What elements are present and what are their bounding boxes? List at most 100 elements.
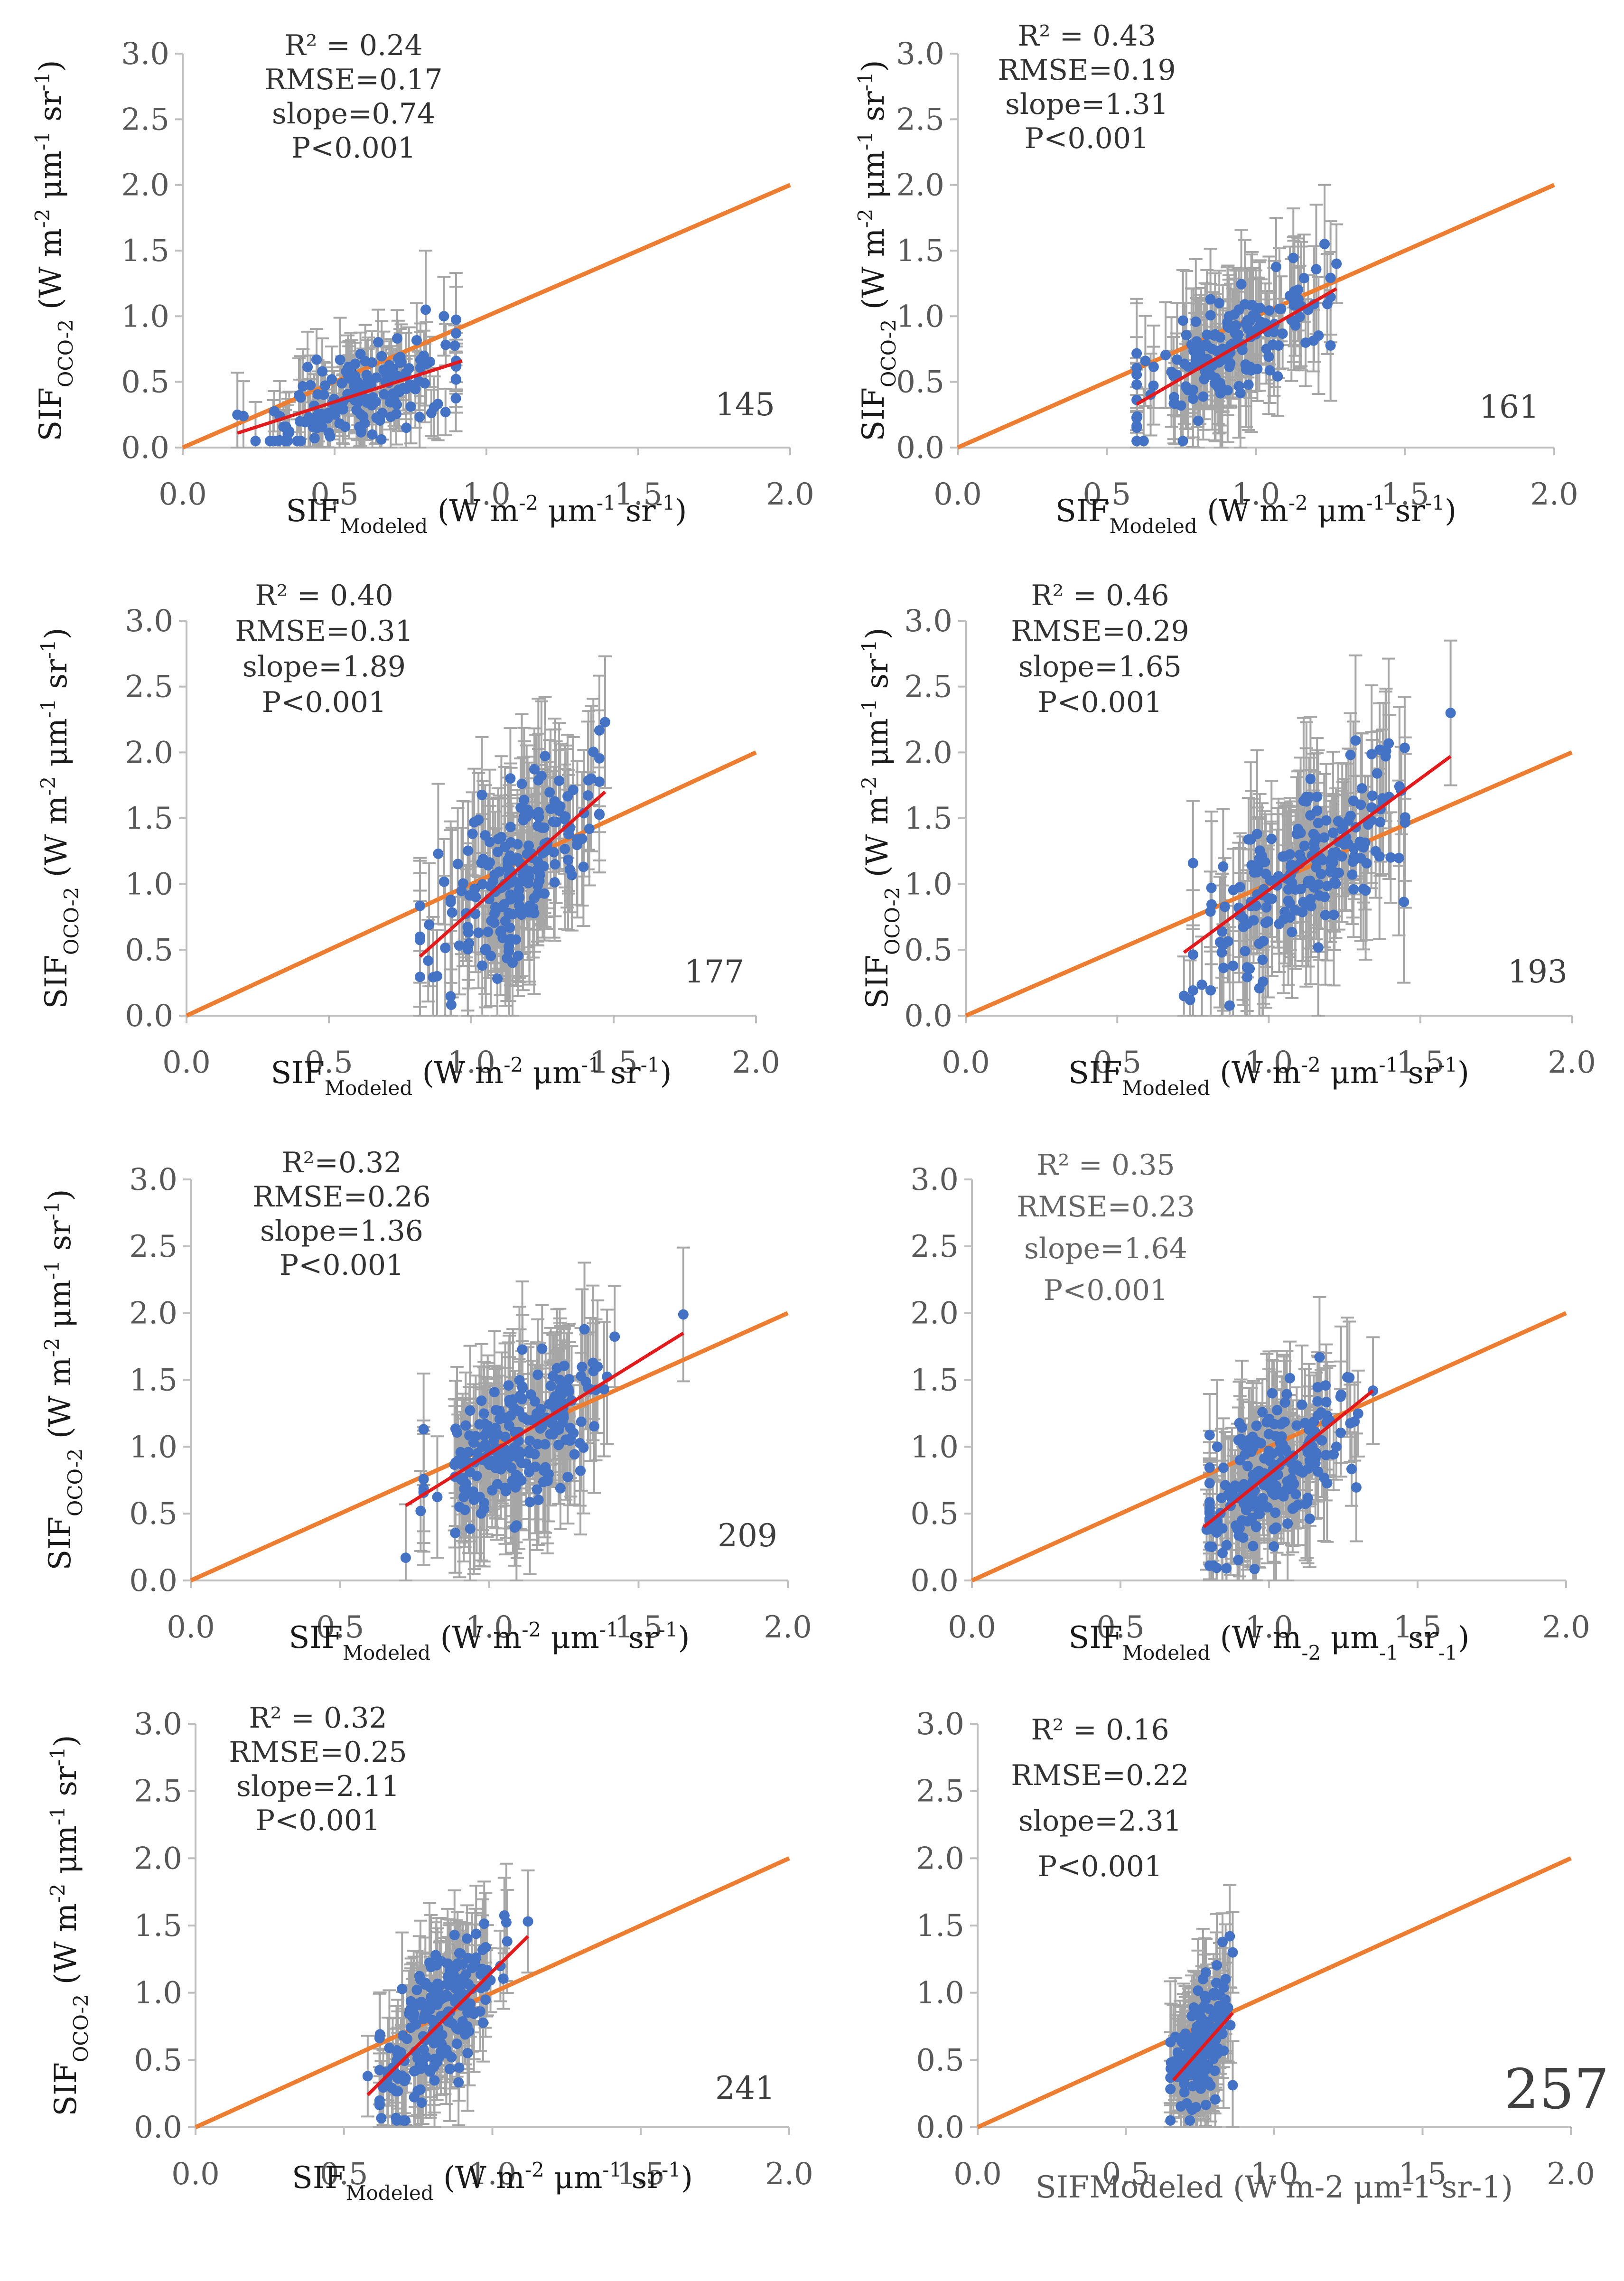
y-tick-label: 0.5 (910, 1496, 959, 1532)
data-point (477, 960, 488, 971)
y-tick-label: 0.0 (896, 430, 944, 466)
y-tick-label: 1.5 (121, 234, 169, 269)
data-point (1321, 1397, 1332, 1408)
y-tick-label: 1.0 (129, 1430, 177, 1465)
data-point (1228, 885, 1239, 896)
data-point (551, 817, 561, 828)
data-point (1206, 343, 1217, 354)
data-point (540, 751, 551, 762)
data-point (1312, 1396, 1323, 1407)
data-point (594, 753, 605, 764)
data-point (572, 834, 583, 845)
data-point (1312, 1382, 1323, 1393)
data-point (1252, 364, 1263, 374)
data-point (457, 878, 468, 889)
x-tick-label: 0.5 (1096, 1610, 1145, 1645)
data-point (1348, 884, 1359, 895)
data-point (564, 1374, 575, 1384)
data-point (1270, 1507, 1281, 1518)
data-point (510, 934, 521, 945)
y-tick-label: 1.0 (121, 299, 169, 334)
data-point (538, 861, 549, 872)
data-point (519, 795, 530, 805)
data-point (1367, 790, 1378, 801)
data-point (1206, 1542, 1217, 1552)
data-point (420, 304, 431, 315)
data-point (586, 773, 597, 784)
data-point (504, 941, 514, 952)
data-point (1261, 1417, 1272, 1428)
y-tick-label: 2.5 (121, 102, 169, 137)
data-point (509, 1522, 520, 1533)
data-point (507, 957, 518, 968)
y-tick-label: 0.5 (896, 365, 944, 400)
data-point (577, 1362, 588, 1373)
x-tick-label: 1.5 (1381, 477, 1429, 512)
data-point (323, 427, 334, 438)
data-point (489, 869, 500, 880)
data-point (440, 407, 451, 418)
data-point (1336, 851, 1347, 862)
data-point (1313, 942, 1324, 953)
data-point (534, 869, 545, 880)
y-tick-label: 2.0 (125, 735, 173, 770)
data-point (1262, 1502, 1273, 1513)
data-point (522, 804, 533, 815)
data-point (1263, 351, 1274, 362)
data-point (440, 339, 451, 350)
data-point (1177, 436, 1188, 447)
data-point (358, 382, 369, 393)
data-point (1220, 1480, 1231, 1491)
chart-panel-1: 0.0 0.5 1.0 1.5 2.0 2.5 3.0 0.0 0.5 1.0 1.5 2.0 R² =… (31, 29, 814, 538)
data-point (1266, 893, 1277, 904)
data-point (394, 386, 405, 397)
data-point (450, 374, 461, 384)
data-point (1215, 332, 1226, 343)
data-point (1242, 972, 1253, 982)
data-point (1249, 1563, 1260, 1574)
stats-line: R² = 0.46 (1031, 579, 1169, 612)
data-point (1238, 1532, 1249, 1543)
x-axis-label: SIFModeled (W m-2 μm-1 sr-1) (286, 491, 687, 538)
data-point (1335, 1391, 1346, 1402)
data-point (1254, 321, 1265, 332)
data-point (1288, 252, 1299, 263)
data-point (309, 433, 320, 444)
data-point (1300, 337, 1311, 348)
data-point (478, 1497, 489, 1508)
data-point (1233, 1554, 1244, 1565)
data-point (1148, 361, 1159, 372)
data-point (423, 955, 434, 966)
data-point (1233, 381, 1244, 392)
data-point (450, 393, 461, 404)
data-point (594, 725, 605, 736)
data-point (1212, 1441, 1223, 1452)
data-point (465, 1523, 476, 1534)
data-point (473, 927, 484, 938)
data-point (1183, 361, 1194, 372)
data-point (576, 1416, 587, 1427)
data-point (1205, 985, 1216, 996)
data-point (445, 991, 456, 1002)
data-point (560, 843, 570, 854)
data-point (523, 866, 534, 877)
data-point (514, 1375, 525, 1386)
data-point (1304, 1513, 1315, 1524)
data-point (1279, 1397, 1290, 1408)
data-point (524, 1435, 535, 1446)
data-point (1193, 415, 1204, 426)
stats-line: slope=1.31 (1005, 88, 1168, 121)
data-point (1140, 355, 1151, 366)
data-point (1327, 857, 1338, 868)
data-point (1236, 279, 1247, 290)
x-tick-label: 2.0 (764, 1610, 812, 1645)
data-point (1360, 837, 1371, 848)
data-point (1218, 861, 1229, 872)
data-point (1254, 845, 1265, 856)
stats-line: RMSE=0.19 (998, 54, 1176, 87)
x-tick-label: 1.0 (462, 477, 511, 512)
data-point (280, 436, 291, 447)
data-point (598, 1384, 609, 1395)
data-point (1282, 1518, 1293, 1529)
data-point (1320, 1449, 1331, 1460)
